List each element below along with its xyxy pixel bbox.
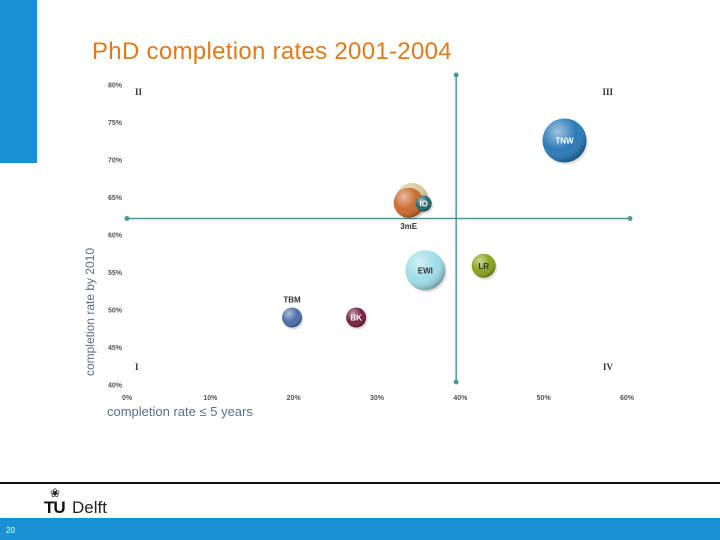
bubble-highlight <box>405 250 446 291</box>
bubble-highlight <box>393 187 424 218</box>
bubble-highlight <box>471 253 496 278</box>
x-tick-label: 50% <box>537 395 552 402</box>
quadrant-label: I <box>135 362 139 372</box>
y-tick-label: 50% <box>108 308 123 315</box>
bubble-label: IO <box>419 200 427 209</box>
divider-endpoint <box>453 72 459 78</box>
y-tick-label: 70% <box>108 158 123 165</box>
quadrant-label: II <box>135 87 143 97</box>
y-tick-label: 40% <box>108 383 123 390</box>
x-tick-label: 0% <box>122 395 133 402</box>
divider-endpoint <box>124 216 130 221</box>
x-tick-label: 10% <box>203 395 218 402</box>
quadrant-label: III <box>602 87 613 97</box>
divider-endpoint <box>453 379 459 385</box>
bubble-label: 3mE <box>400 222 418 231</box>
y-tick-label: 45% <box>108 345 123 352</box>
y-tick-label: 55% <box>108 270 123 277</box>
x-tick-label: 20% <box>287 395 302 402</box>
bubble-label: LR <box>478 262 489 271</box>
y-tick-label: 80% <box>108 83 123 90</box>
flame-icon: ❀ <box>50 486 61 500</box>
quadrant-label: IV <box>603 362 614 372</box>
divider-endpoint <box>627 216 633 221</box>
x-tick-label: 40% <box>453 395 468 402</box>
y-tick-label: 65% <box>108 195 123 202</box>
bubble-label: TBM <box>283 296 301 305</box>
scatter-chart: 40% 45% 50% 55% 60% 65% 70% 75% 80% 0% 10% 20% 30% 4… <box>108 72 635 402</box>
bubble-highlight <box>282 307 302 328</box>
logo-tu-text: TU <box>44 498 66 517</box>
x-tick-label: 30% <box>370 395 385 402</box>
page-number: 20 <box>6 526 15 535</box>
accent-bar <box>0 0 37 163</box>
bubble-highlight <box>346 307 367 328</box>
y-tick-label: 75% <box>108 120 123 127</box>
bubble-label: BK <box>350 314 362 323</box>
bubble-label: EWI <box>418 266 433 275</box>
x-tick-label: 60% <box>620 395 635 402</box>
tudelft-logo: ❀ TU Delft <box>44 486 164 518</box>
footer-divider <box>0 482 720 484</box>
bubble-highlight <box>415 195 432 212</box>
y-axis-label: completion rate by 2010 <box>83 247 97 377</box>
x-axis-label: completion rate ≤ 5 years <box>107 404 253 419</box>
bubble-label: TNW <box>555 137 574 146</box>
y-tick-label: 60% <box>108 233 123 240</box>
bubble-highlight <box>542 118 587 163</box>
slide-title: PhD completion rates 2001-2004 <box>92 38 452 65</box>
logo-delft-text: Delft <box>72 498 107 517</box>
bottom-bar <box>0 518 720 540</box>
